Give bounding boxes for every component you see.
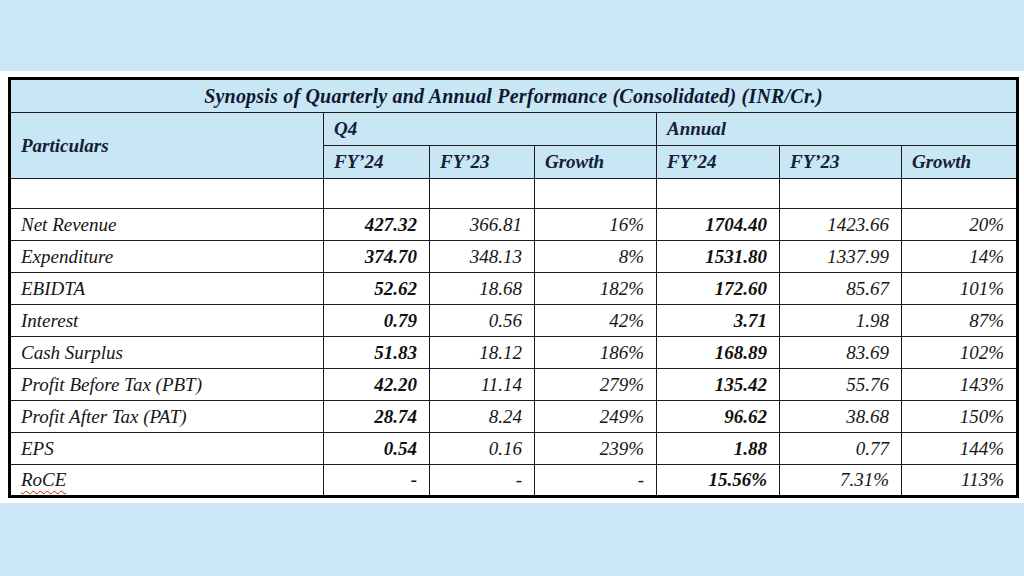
cell-value: 186% — [535, 337, 657, 369]
cell-value: 101% — [902, 273, 1018, 305]
table-row-interest: Interest 0.79 0.56 42% 3.71 1.98 87% — [10, 305, 1018, 337]
cell-value: 52.62 — [324, 273, 430, 305]
cell-value: 1531.80 — [657, 241, 780, 273]
row-label: Profit After Tax (PAT) — [10, 401, 324, 433]
cell-value: 55.76 — [780, 369, 902, 401]
table-row-pat: Profit After Tax (PAT) 28.74 8.24 249% 9… — [10, 401, 1018, 433]
cell-value: 144% — [902, 433, 1018, 465]
sub-header-q4-growth: Growth — [535, 146, 657, 179]
cell-value: 0.79 — [324, 305, 430, 337]
cell-value: 150% — [902, 401, 1018, 433]
cell-value: - — [324, 465, 430, 497]
cell-value: 1337.99 — [780, 241, 902, 273]
cell-value: 0.56 — [430, 305, 535, 337]
sub-header-q4-fy23: FY’23 — [430, 146, 535, 179]
cell-value: 85.67 — [780, 273, 902, 305]
cell-value: 366.81 — [430, 209, 535, 241]
cell-value: 1423.66 — [780, 209, 902, 241]
title-row: Synopsis of Quarterly and Annual Perform… — [10, 79, 1018, 113]
table-row-eps: EPS 0.54 0.16 239% 1.88 0.77 144% — [10, 433, 1018, 465]
cell-value: 87% — [902, 305, 1018, 337]
cell-value: 1.88 — [657, 433, 780, 465]
cell-value: 182% — [535, 273, 657, 305]
column-header-particulars: Particulars — [10, 113, 324, 179]
cell-value: 18.68 — [430, 273, 535, 305]
cell-value: 427.32 — [324, 209, 430, 241]
row-label: Profit Before Tax (PBT) — [10, 369, 324, 401]
cell-value: 28.74 — [324, 401, 430, 433]
table-row-pbt: Profit Before Tax (PBT) 42.20 11.14 279%… — [10, 369, 1018, 401]
table-row-ebidta: EBIDTA 52.62 18.68 182% 172.60 85.67 101… — [10, 273, 1018, 305]
sub-header-annual-fy23: FY’23 — [780, 146, 902, 179]
cell-value: 0.77 — [780, 433, 902, 465]
bottom-band — [0, 503, 1024, 576]
cell-value: 249% — [535, 401, 657, 433]
cell-value: 143% — [902, 369, 1018, 401]
table-row-roce: RoCE - - - 15.56% 7.31% 113% — [10, 465, 1018, 497]
content-area: Synopsis of Quarterly and Annual Perform… — [0, 71, 1024, 503]
table-row-net-revenue: Net Revenue 427.32 366.81 16% 1704.40 14… — [10, 209, 1018, 241]
cell-value: 42.20 — [324, 369, 430, 401]
group-header-q4: Q4 — [324, 113, 657, 146]
table-row-cash-surplus: Cash Surplus 51.83 18.12 186% 168.89 83.… — [10, 337, 1018, 369]
row-label: EPS — [10, 433, 324, 465]
cell-value: 96.62 — [657, 401, 780, 433]
sub-header-annual-fy24: FY’24 — [657, 146, 780, 179]
row-label: Net Revenue — [10, 209, 324, 241]
performance-table: Synopsis of Quarterly and Annual Perform… — [8, 77, 1019, 498]
cell-value: 51.83 — [324, 337, 430, 369]
cell-value: - — [430, 465, 535, 497]
cell-value: 172.60 — [657, 273, 780, 305]
cell-value: 20% — [902, 209, 1018, 241]
sub-header-q4-fy24: FY’24 — [324, 146, 430, 179]
spacer-row — [10, 179, 1018, 209]
cell-value: 42% — [535, 305, 657, 337]
cell-value: 3.71 — [657, 305, 780, 337]
cell-value: 102% — [902, 337, 1018, 369]
sub-header-annual-growth: Growth — [902, 146, 1018, 179]
row-label: RoCE — [10, 465, 324, 497]
group-header-annual: Annual — [657, 113, 1018, 146]
cell-value: 374.70 — [324, 241, 430, 273]
table-row-expenditure: Expenditure 374.70 348.13 8% 1531.80 133… — [10, 241, 1018, 273]
table-title: Synopsis of Quarterly and Annual Perform… — [10, 79, 1018, 113]
cell-value: 7.31% — [780, 465, 902, 497]
cell-value: 18.12 — [430, 337, 535, 369]
cell-value: 14% — [902, 241, 1018, 273]
cell-value: 0.54 — [324, 433, 430, 465]
cell-value: 168.89 — [657, 337, 780, 369]
cell-value: 83.69 — [780, 337, 902, 369]
cell-value: 8.24 — [430, 401, 535, 433]
row-label: Expenditure — [10, 241, 324, 273]
cell-value: 38.68 — [780, 401, 902, 433]
cell-value: 279% — [535, 369, 657, 401]
cell-value: 15.56% — [657, 465, 780, 497]
roce-label-spellchecked: RoCE — [21, 469, 66, 490]
cell-value: 1704.40 — [657, 209, 780, 241]
row-label: EBIDTA — [10, 273, 324, 305]
cell-value: 8% — [535, 241, 657, 273]
top-band — [0, 0, 1024, 71]
cell-value: 11.14 — [430, 369, 535, 401]
row-label: Cash Surplus — [10, 337, 324, 369]
cell-value: 0.16 — [430, 433, 535, 465]
cell-value: 239% — [535, 433, 657, 465]
cell-value: 16% — [535, 209, 657, 241]
cell-value: 135.42 — [657, 369, 780, 401]
row-label: Interest — [10, 305, 324, 337]
cell-value: - — [535, 465, 657, 497]
cell-value: 348.13 — [430, 241, 535, 273]
cell-value: 1.98 — [780, 305, 902, 337]
group-header-row: Particulars Q4 Annual — [10, 113, 1018, 146]
cell-value: 113% — [902, 465, 1018, 497]
